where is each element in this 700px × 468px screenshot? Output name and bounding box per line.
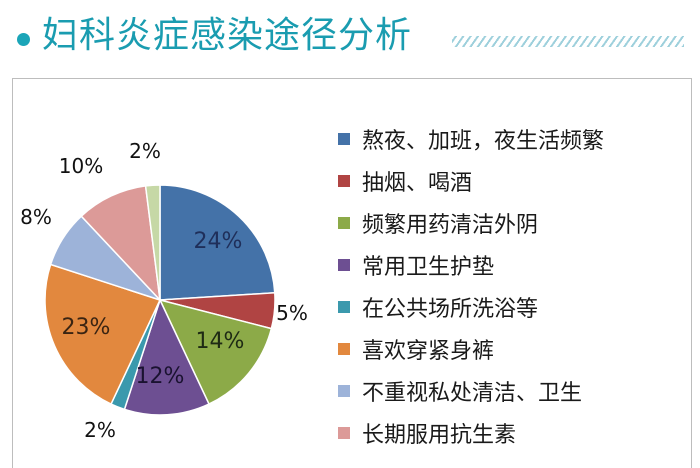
legend-label: 熬夜、加班，夜生活频繁 (362, 129, 605, 154)
decorative-hatch (452, 36, 684, 47)
slice-value-label: 2% (84, 418, 116, 442)
legend-item: 常用卫生护垫 (338, 244, 698, 286)
legend-swatch (338, 385, 350, 397)
legend-label: 不重视私处清洁、卫生 (362, 381, 583, 406)
pie-slice (80, 185, 162, 303)
legend-swatch (338, 427, 350, 439)
legend-item: 不重视私处清洁、卫生 (338, 370, 698, 412)
title-bullet-icon (17, 33, 30, 46)
legend: 熬夜、加班，夜生活频繁 抽烟、喝酒频繁用药清洁外阴 常用卫生护垫在公共场所洗浴等 喜欢… (338, 118, 698, 454)
slice-value-label: 5% (276, 301, 308, 325)
legend-label: 在公共场所洗浴等 (362, 297, 539, 322)
legend-swatch (338, 259, 350, 271)
legend-label: 喜欢穿紧身裤 (362, 339, 495, 364)
pie-slice (159, 184, 276, 301)
chart-frame (12, 78, 692, 468)
pie-slice (144, 184, 161, 301)
legend-swatch (338, 217, 350, 229)
slice-value-label: 14% (196, 329, 245, 354)
legend-item: 喜欢穿紧身裤 (338, 328, 698, 370)
pie-slice (123, 297, 210, 416)
legend-item: 熬夜、加班，夜生活频繁 (338, 118, 698, 160)
legend-item: 频繁用药清洁外阴 (338, 202, 698, 244)
pie-slice (44, 263, 162, 406)
legend-swatch (338, 175, 350, 187)
slice-value-label: 8% (20, 205, 52, 229)
legend-label: 常用卫生护垫 (362, 255, 495, 280)
slice-value-label: 2% (129, 139, 161, 163)
slice-value-label: 23% (62, 315, 111, 340)
header: 妇科炎症感染途径分析 (0, 0, 700, 70)
legend-label: 抽烟、喝酒 (362, 171, 473, 196)
legend-swatch (338, 301, 350, 313)
pie-slice (158, 298, 273, 406)
slice-value-label: 24% (194, 229, 243, 254)
legend-label: 长期服用抗生素 (362, 423, 517, 448)
legend-swatch (338, 343, 350, 355)
slice-value-label: 10% (59, 154, 103, 178)
legend-item: 在公共场所洗浴等 (338, 286, 698, 328)
pie-chart: 24% 5% 14% 12% 2% 23% 8% 10% 2% (20, 139, 308, 442)
slice-value-label: 12% (136, 364, 185, 389)
legend-item: 长期服用抗生素 (338, 412, 698, 454)
legend-item: 抽烟、喝酒 (338, 160, 698, 202)
legend-label: 频繁用药清洁外阴 (362, 213, 539, 238)
legend-swatch (338, 133, 350, 145)
chart-title: 妇科炎症感染途径分析 (42, 15, 413, 56)
